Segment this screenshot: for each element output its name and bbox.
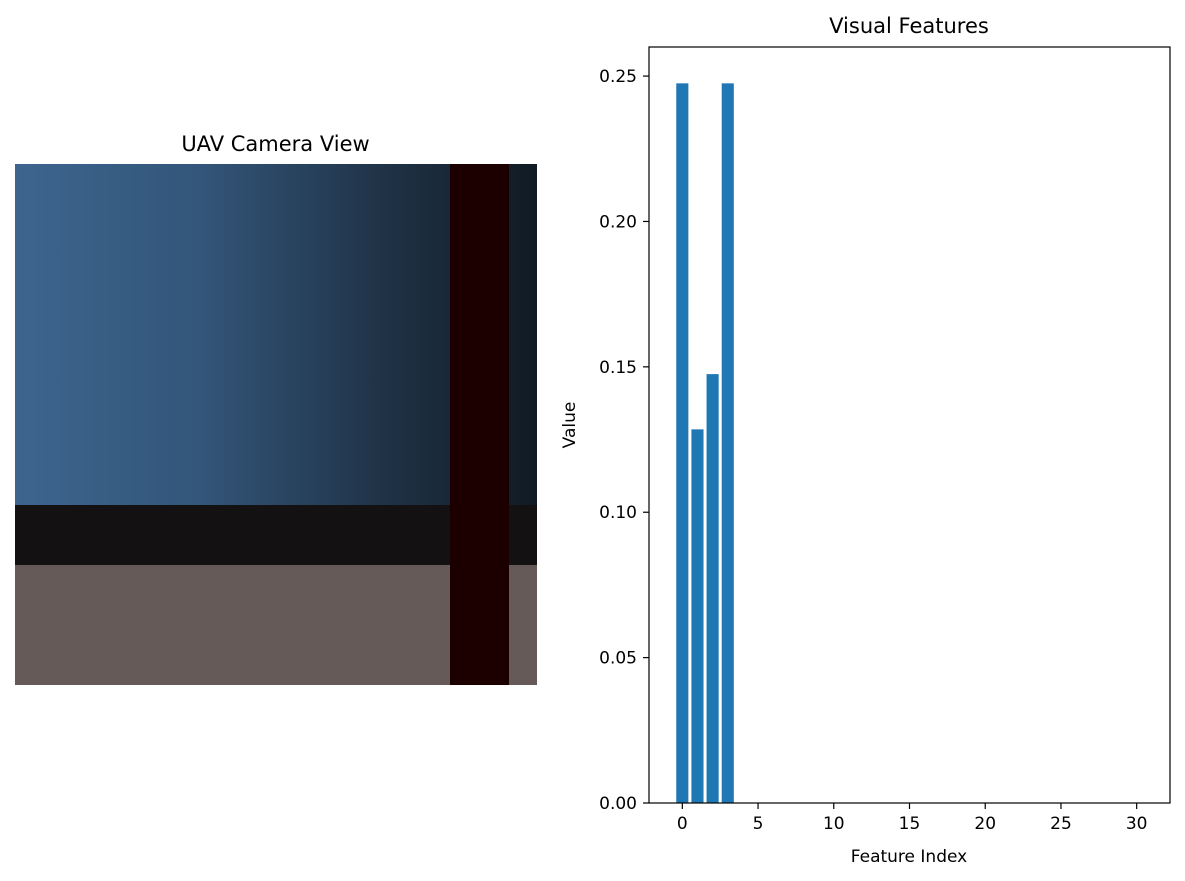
y-tick-label: 0.15 [599, 358, 637, 378]
bar-1 [691, 429, 704, 803]
camera-image [15, 164, 537, 685]
y-tick-label: 0.25 [599, 67, 637, 87]
bar-series [676, 83, 734, 804]
y-axis-label: Value [560, 402, 580, 449]
x-tick-label: 20 [974, 814, 996, 834]
x-tick-label: 5 [753, 814, 764, 834]
camera-view-title: UAV Camera View [181, 132, 369, 156]
y-axis-ticks: 0.00 0.05 0.10 0.15 0.20 0.25 [599, 67, 649, 814]
y-tick-label: 0.00 [599, 794, 637, 814]
x-tick-label: 30 [1126, 814, 1148, 834]
y-tick-label: 0.05 [599, 649, 637, 669]
y-tick-label: 0.20 [599, 212, 637, 232]
camera-panel: UAV Camera View [15, 132, 537, 685]
visual-features-chart: Visual Features 0 5 10 15 20 25 30 0.00 0.05 0.1… [560, 14, 1171, 867]
plot-frame [648, 46, 1171, 804]
chart-title: Visual Features [829, 14, 989, 38]
x-tick-label: 10 [823, 814, 845, 834]
x-tick-label: 25 [1050, 814, 1072, 834]
y-tick-label: 0.10 [599, 503, 637, 523]
bar-2 [706, 374, 719, 803]
x-axis-ticks: 0 5 10 15 20 25 30 [677, 803, 1148, 834]
x-tick-label: 0 [677, 814, 688, 834]
x-axis-label: Feature Index [851, 847, 967, 867]
x-tick-label: 15 [899, 814, 921, 834]
bar-3 [721, 83, 734, 804]
bar-0 [676, 83, 689, 804]
camera-dark-pole [450, 164, 509, 685]
